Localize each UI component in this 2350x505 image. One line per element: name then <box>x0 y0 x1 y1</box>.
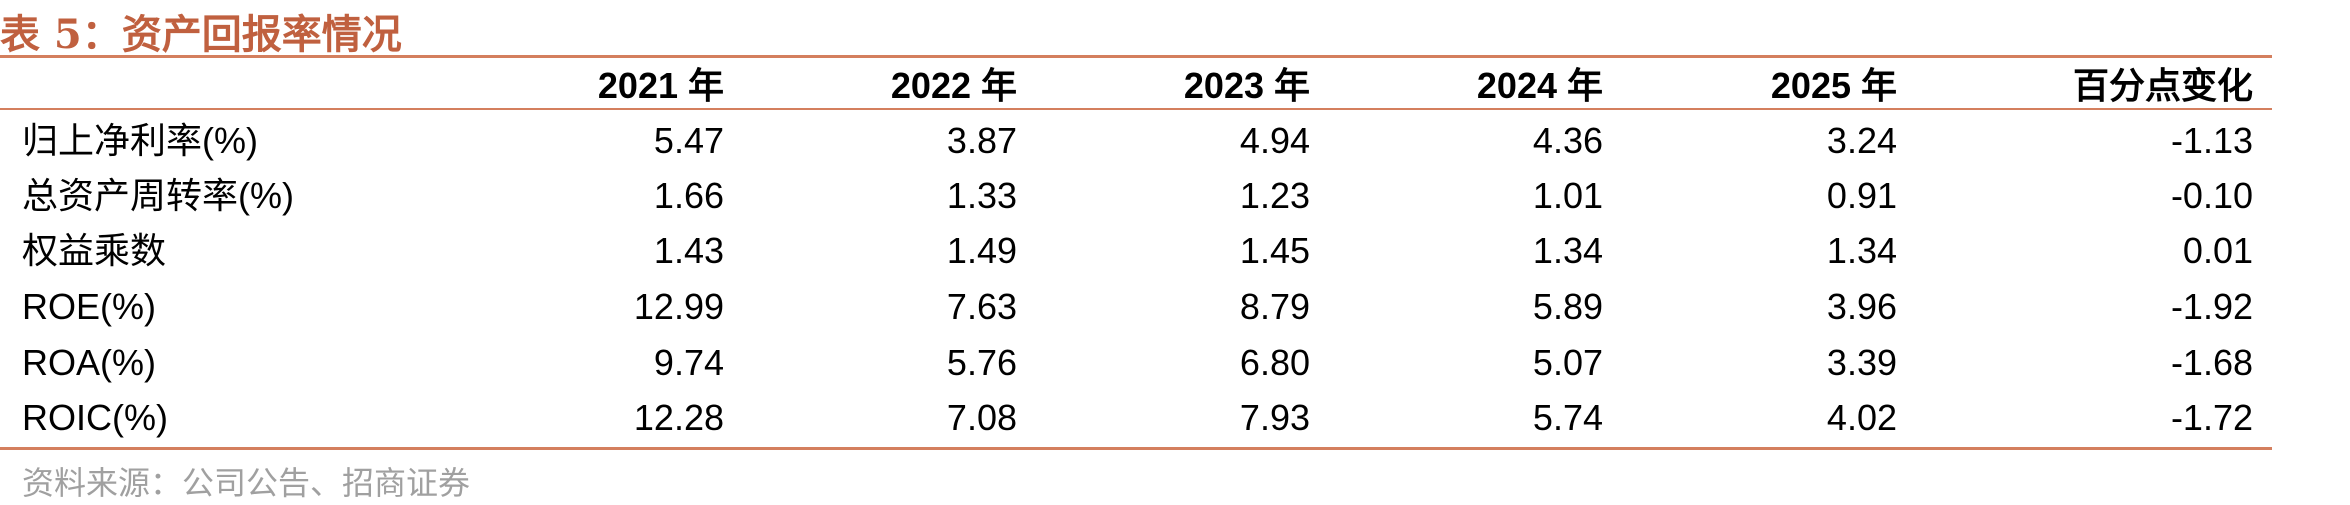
row-label: ROA(%) <box>22 342 156 383</box>
table-cell: 9.74 <box>653 342 724 383</box>
table-cell: 1.45 <box>1239 230 1310 271</box>
table-cell: 0.01 <box>2182 230 2253 271</box>
table-cell: 4.94 <box>1239 120 1310 161</box>
table-cell: 1.34 <box>1532 230 1603 271</box>
table-cell: 1.33 <box>946 175 1017 216</box>
table-cell: 1.66 <box>653 175 724 216</box>
row-label: ROIC(%) <box>22 397 168 438</box>
table-cell: -1.72 <box>2170 397 2253 438</box>
table-cell: 1.01 <box>1532 175 1603 216</box>
table-cell: 7.63 <box>946 286 1017 327</box>
table-cell: 5.76 <box>946 342 1017 383</box>
table-cell: 3.87 <box>946 120 1017 161</box>
table-cell: 5.07 <box>1532 342 1603 383</box>
header-rule <box>0 108 2272 110</box>
column-header: 2022 年 <box>890 65 1017 106</box>
table-cell: 3.96 <box>1826 286 1897 327</box>
table-cell: -1.13 <box>2170 120 2253 161</box>
table-cell: 3.24 <box>1826 120 1897 161</box>
table-cell: 0.91 <box>1826 175 1897 216</box>
top-rule <box>0 55 2272 58</box>
table-cell: -0.10 <box>2170 175 2253 216</box>
bottom-rule <box>0 447 2272 450</box>
table-cell: -1.68 <box>2170 342 2253 383</box>
column-header: 2023 年 <box>1183 65 1310 106</box>
table-cell: 1.23 <box>1239 175 1310 216</box>
table-cell: 1.34 <box>1826 230 1897 271</box>
column-header: 2021 年 <box>597 65 724 106</box>
table-cell: 4.36 <box>1532 120 1603 161</box>
column-header: 2024 年 <box>1476 65 1603 106</box>
table-title: 表 5：资产回报率情况 <box>0 11 402 58</box>
table-cell: 4.02 <box>1826 397 1897 438</box>
source-note: 资料来源：公司公告、招商证券 <box>22 464 471 502</box>
table-cell: 1.49 <box>946 230 1017 271</box>
row-label: ROE(%) <box>22 286 156 327</box>
table-cell: 8.79 <box>1239 286 1310 327</box>
table-cell: 1.43 <box>653 230 724 271</box>
table-cell: 7.08 <box>946 397 1017 438</box>
table-cell: 3.39 <box>1826 342 1897 383</box>
table-cell: 7.93 <box>1239 397 1310 438</box>
row-label: 归上净利率(%) <box>22 120 258 161</box>
table-cell: 5.89 <box>1532 286 1603 327</box>
table-cell: 5.74 <box>1532 397 1603 438</box>
table-cell: 12.99 <box>633 286 724 327</box>
row-label: 权益乘数 <box>22 230 167 271</box>
row-label: 总资产周转率(%) <box>22 175 294 216</box>
table-cell: 12.28 <box>633 397 724 438</box>
column-header: 百分点变化 <box>2072 65 2253 106</box>
table-cell: 5.47 <box>653 120 724 161</box>
table-cell: 6.80 <box>1239 342 1310 383</box>
column-header: 2025 年 <box>1770 65 1897 106</box>
table-cell: -1.92 <box>2170 286 2253 327</box>
